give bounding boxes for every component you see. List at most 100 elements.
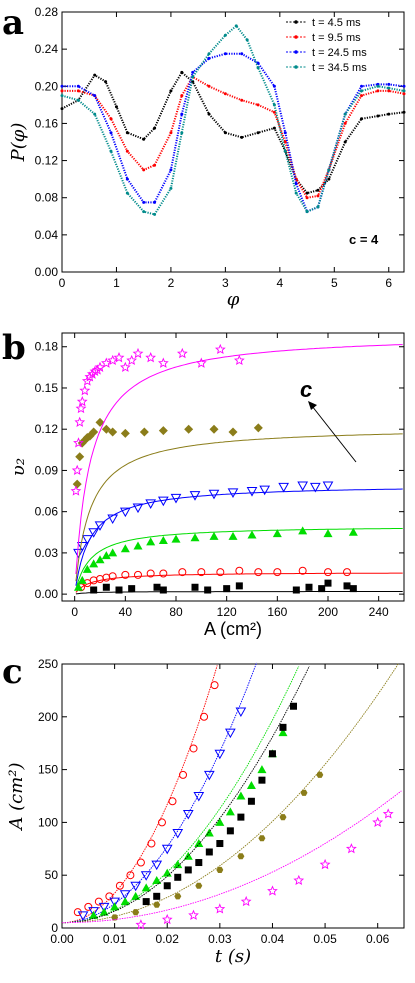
data-point (101, 551, 111, 560)
x-tick-label: 0.04 (261, 932, 285, 946)
data-point (180, 112, 184, 116)
data-point (318, 585, 326, 593)
data-point (142, 210, 146, 214)
annotation-arrow-head (308, 401, 317, 410)
data-point (343, 112, 347, 116)
data-point (115, 586, 123, 594)
data-point (89, 576, 98, 585)
data-point (235, 582, 243, 590)
data-point (108, 548, 118, 557)
x-tick-label: 5 (331, 276, 338, 290)
data-point (214, 749, 226, 760)
series-c-2 (62, 665, 300, 924)
x-tick-label: 120 (217, 605, 237, 619)
data-point (142, 898, 150, 906)
data-point (235, 707, 247, 718)
data-point (237, 813, 245, 821)
data-point (226, 827, 234, 835)
x-tick-label: 0.03 (208, 932, 232, 946)
y-tick-label: 0.03 (35, 546, 59, 560)
data-point (132, 503, 144, 514)
data-point (93, 73, 97, 77)
y-axis-label: P(φ) (8, 123, 29, 163)
data-point (305, 196, 309, 200)
data-point (142, 168, 146, 172)
data-point (343, 568, 351, 577)
data-point (174, 873, 182, 881)
data-point (343, 121, 347, 125)
data-point (272, 110, 276, 114)
data-point (180, 70, 184, 74)
data-point (240, 52, 244, 56)
y-tick-label: 0.16 (35, 116, 59, 130)
data-point (305, 210, 309, 214)
data-point (72, 479, 82, 489)
panel-c: 0.00 0.01 0.02 0.03 0.04 0.05 0.06 0 50 100 150 200… (6, 657, 405, 967)
data-point (402, 84, 406, 88)
data-point (272, 529, 282, 538)
y-tick-label: 100 (38, 815, 58, 829)
data-point (272, 103, 276, 107)
x-tick-label: 0.05 (313, 932, 337, 946)
y-tick-label: 0.06 (35, 505, 59, 519)
data-point (135, 919, 147, 930)
data-point (126, 871, 135, 880)
data-point (94, 521, 106, 531)
data-point (324, 568, 332, 577)
data-point (109, 149, 113, 153)
data-point (290, 702, 298, 710)
data-point (162, 868, 172, 877)
data-point (207, 112, 211, 116)
data-point (93, 112, 97, 116)
data-point (207, 52, 211, 56)
series-b-0 (75, 579, 403, 595)
x-tick-label: 2 (168, 276, 175, 290)
data-point (294, 191, 298, 195)
data-point (145, 499, 157, 509)
data-point (139, 427, 149, 437)
y-tick-label: 0.28 (35, 5, 59, 19)
data-point (215, 817, 225, 826)
legend-label: t = 9.5 ms (312, 32, 361, 44)
data-point (88, 528, 100, 538)
data-point (254, 568, 263, 577)
data-point (115, 881, 124, 890)
y-tick-label: 0.04 (35, 228, 59, 242)
data-point (173, 860, 183, 869)
data-point (237, 853, 245, 860)
data-point (79, 385, 91, 396)
x-tick-label: 40 (119, 605, 133, 619)
series-b-1 (75, 566, 403, 593)
data-point (125, 177, 129, 181)
data-point (228, 427, 238, 437)
data-point (153, 200, 157, 204)
data-point (151, 860, 163, 871)
data-point (113, 352, 125, 363)
data-point (119, 507, 131, 518)
fit-curve (62, 665, 300, 924)
data-point (305, 583, 313, 591)
series-c-3 (62, 665, 310, 924)
data-point (157, 496, 169, 507)
y-tick-label: 0.24 (35, 42, 59, 56)
data-point (223, 585, 231, 593)
data-point (256, 103, 260, 107)
panel-a: 0 1 2 3 4 5 6 0.00 0.04 0.08 0.12 0.16 0.20 0.24 0.28 φ… (8, 5, 406, 310)
data-point (225, 807, 235, 816)
y-tick-label: 50 (45, 868, 59, 882)
data-point (319, 858, 331, 870)
x-tick-label: 80 (169, 605, 183, 619)
data-point (258, 835, 266, 842)
data-point (153, 583, 161, 591)
data-point (278, 482, 290, 493)
data-point (109, 117, 113, 121)
data-point (73, 437, 84, 448)
data-point (114, 105, 118, 109)
data-point (153, 212, 157, 216)
data-point (120, 428, 130, 438)
data-point (174, 893, 182, 900)
x-axis-label: t (s) (215, 946, 251, 967)
data-point (158, 536, 168, 545)
data-point (246, 780, 256, 789)
